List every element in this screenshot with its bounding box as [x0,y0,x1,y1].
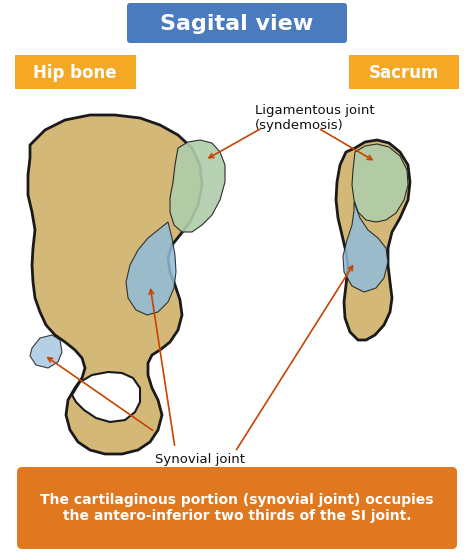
Polygon shape [352,144,408,222]
Polygon shape [72,372,140,422]
FancyBboxPatch shape [127,3,347,43]
Polygon shape [336,140,410,340]
FancyBboxPatch shape [349,55,459,89]
Text: Hip bone: Hip bone [33,64,117,82]
Text: The cartilaginous portion (synovial joint) occupies
the antero-inferior two thir: The cartilaginous portion (synovial join… [40,493,434,523]
Text: Synovial joint: Synovial joint [155,453,245,467]
FancyBboxPatch shape [17,467,457,549]
Text: Sacrum: Sacrum [369,64,439,82]
Text: Ligamentous joint
(syndemosis): Ligamentous joint (syndemosis) [255,104,374,132]
Text: Sagital view: Sagital view [160,14,314,34]
Polygon shape [343,202,388,292]
FancyBboxPatch shape [15,55,136,89]
Polygon shape [170,140,225,232]
Polygon shape [126,222,176,315]
Polygon shape [30,335,62,368]
Polygon shape [28,115,202,454]
